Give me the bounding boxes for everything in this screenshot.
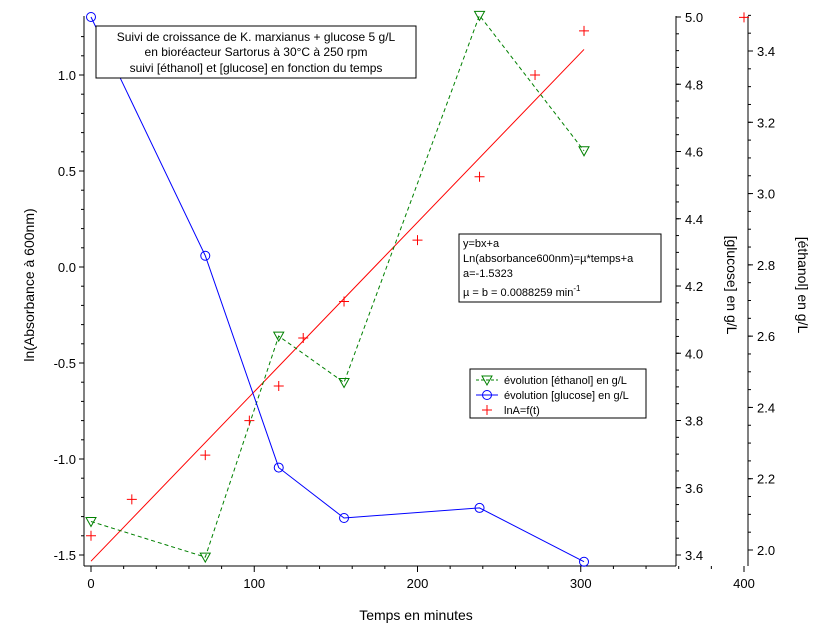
glucose-tick-label: 4.2 <box>685 279 703 294</box>
legend-glucose-marker <box>482 390 492 400</box>
data-point-glucose <box>579 556 590 567</box>
glucose-tick-label: 3.6 <box>685 481 703 496</box>
ethanol-tick-label: 2.4 <box>757 400 775 415</box>
series-line-glucose <box>90 16 585 563</box>
data-point-glucose <box>339 513 350 524</box>
data-point-glucose <box>474 502 485 513</box>
series-line-ethanol <box>90 14 585 558</box>
title-box: Suivi de croissance de K. marxianus + gl… <box>95 25 417 79</box>
legend-lna-label: lnA=f(t) <box>504 405 540 417</box>
data-point-glucose <box>200 250 211 261</box>
fit-line <box>90 49 585 562</box>
fit-box-frame <box>458 233 662 303</box>
fit-equation: y=bx+a <box>463 238 500 250</box>
glucose-tick-label: 3.4 <box>685 548 703 563</box>
plot-frame <box>83 16 749 567</box>
data-point-left <box>579 25 590 36</box>
legend-glucose-label: évolution [glucose] en g/L <box>504 390 629 402</box>
legend-ethanol-marker <box>481 375 493 387</box>
left-tick-label: 0.5 <box>58 164 76 179</box>
legend-item-glucose: évolution [glucose] en g/L <box>476 390 629 402</box>
x-axis-title: Temps en minutes <box>359 607 473 623</box>
legend-frame <box>469 368 647 419</box>
data-point-left <box>86 530 96 541</box>
fit-box: y=bx+a Ln(absorbance600nm)=µ*temps+a a=-… <box>458 233 662 303</box>
data-point-left <box>474 171 485 182</box>
ethanol-tick-label: 2.6 <box>757 329 775 344</box>
ethanol-tick-label: 3.4 <box>757 44 775 59</box>
data-point-left <box>200 450 211 461</box>
title-line-3: suivi [éthanol] et [glucose] en fonction… <box>130 61 383 75</box>
x-tick-label: 200 <box>407 576 429 591</box>
left-tick-label: -1.5 <box>54 548 76 563</box>
data-point-ethanol <box>338 377 350 389</box>
left-y-axis: -1.5 -1.0 -0.5 0.0 0.5 1.0 <box>54 36 84 563</box>
ethanol-tick-label: 3.2 <box>757 115 775 130</box>
ethanol-y-axis: 2.0 2.2 2.4 2.6 2.8 3.0 3.2 3.4 <box>748 14 775 558</box>
data-point-left <box>244 415 255 426</box>
title-box-frame <box>95 25 417 79</box>
x-tick-label: 0 <box>87 576 94 591</box>
fit-slope-value: µ = b = 0.0088259 min <box>463 287 573 299</box>
fit-model: Ln(absorbance600nm)=µ*temps+a <box>463 253 634 265</box>
data-point-left <box>298 333 309 344</box>
legend: évolution [éthanol] en g/L évolution [gl… <box>469 368 647 419</box>
ethanol-axis-title: [éthanol] en g/L <box>795 237 811 334</box>
data-point-ethanol <box>85 516 97 528</box>
series-left <box>86 12 749 541</box>
legend-item-ethanol: évolution [éthanol] en g/L <box>476 375 627 387</box>
data-point-left <box>530 70 541 80</box>
fit-slope-exponent: -1 <box>573 284 581 293</box>
left-tick-label: -1.0 <box>54 452 76 467</box>
x-tick-label: 400 <box>733 576 755 591</box>
legend-item-lna: lnA=f(t) <box>482 405 540 417</box>
data-point-ethanol <box>199 552 212 564</box>
x-tick-label: 300 <box>570 576 592 591</box>
ethanol-tick-label: 2.0 <box>757 543 775 558</box>
glucose-tick-label: 4.4 <box>685 212 703 227</box>
left-tick-label: 1.0 <box>58 68 76 83</box>
data-point-ethanol <box>473 10 486 22</box>
series-ethanol <box>85 10 590 564</box>
glucose-axis-title: [glucose] en g/L <box>724 236 740 335</box>
glucose-tick-label: 4.8 <box>685 77 703 92</box>
data-point-ethanol <box>272 331 285 343</box>
data-point-glucose <box>86 12 96 22</box>
left-y-axis-title: ln(Absorbance à 600nm) <box>21 208 37 361</box>
data-point-left <box>126 494 137 505</box>
left-tick-label: 0.0 <box>58 260 76 275</box>
x-tick-label: 100 <box>243 576 265 591</box>
title-line-1: Suivi de croissance de K. marxianus + gl… <box>117 30 396 44</box>
glucose-tick-label: 5.0 <box>685 10 703 25</box>
ethanol-tick-label: 3.0 <box>757 187 775 202</box>
legend-lna-marker <box>482 405 492 415</box>
data-point-ethanol <box>578 146 590 157</box>
data-point-left <box>273 381 284 392</box>
data-point-glucose <box>273 462 284 473</box>
left-tick-label: -0.5 <box>54 356 76 371</box>
glucose-y-axis: 3.4 3.6 3.8 4.0 4.2 4.4 4.6 4.8 5.0 <box>676 10 703 563</box>
data-point-left <box>412 235 423 246</box>
legend-ethanol-label: évolution [éthanol] en g/L <box>504 375 627 387</box>
title-line-2: en bioréacteur Sartorus à 30°C à 250 rpm <box>145 45 368 59</box>
glucose-tick-label: 3.8 <box>685 414 703 429</box>
glucose-tick-label: 4.6 <box>685 145 703 160</box>
x-axis: 0 100 200 300 400 <box>87 566 755 591</box>
data-point-left <box>339 296 350 307</box>
ethanol-tick-label: 2.8 <box>757 258 775 273</box>
data-point-left <box>739 12 749 23</box>
glucose-tick-label: 4.0 <box>685 346 703 361</box>
series-layer <box>85 10 749 567</box>
fit-slope: µ = b = 0.0088259 min-1 <box>463 284 581 299</box>
fit-intercept: a=-1.5323 <box>463 268 513 280</box>
series-glucose <box>86 12 590 567</box>
ethanol-tick-label: 2.2 <box>757 472 775 487</box>
